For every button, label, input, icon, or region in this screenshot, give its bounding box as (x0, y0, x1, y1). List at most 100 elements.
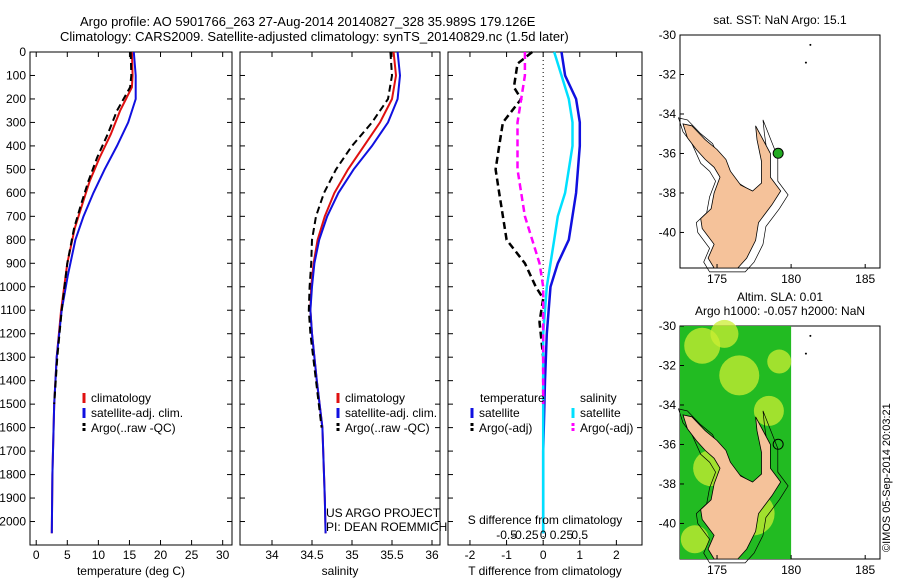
y-tick-label: 300 (6, 115, 26, 129)
y-tick-label: -36 (659, 437, 677, 451)
y-tick-label: 1200 (0, 327, 26, 341)
y-tick-label: 1600 (0, 421, 26, 435)
y-tick-label: -34 (659, 107, 677, 121)
sla-map-panel: 175 180 185 -30 -32 -34 -36 -38 -40 Altim. SLA: 0… (659, 290, 881, 577)
y-tick-label: -30 (659, 319, 677, 333)
x-tick-label-s: -0.5 (496, 528, 517, 542)
x-tick-label: 10 (92, 548, 106, 562)
x-tick-label-s: 0.5 (571, 528, 588, 542)
x-tick-label-s: -0.25 (511, 528, 539, 542)
sla-blob (680, 525, 709, 554)
x-tick-label: 30 (216, 548, 230, 562)
x-tick-label: -1 (501, 548, 512, 562)
legend-entry: satellite-adj. clim. (91, 406, 183, 420)
y-tick-label: -34 (659, 398, 677, 412)
series-line-argo-raw-qc- (53, 51, 133, 405)
y-tick-label: -38 (659, 477, 677, 491)
y-tick-label: -32 (659, 358, 677, 372)
series-line-temperature-argo-adj- (494, 51, 545, 405)
x-tick-label: 0 (33, 548, 40, 562)
salinity-panel: 34 34.5 35 35.5 36 salinity climatologysatelli… (239, 51, 447, 578)
legend-entry: Argo(-adj) (479, 421, 532, 435)
x-axis-label-top: S difference from climatology (468, 513, 623, 527)
y-tick-label: 1800 (0, 468, 26, 482)
land-mass (682, 123, 782, 269)
x-tick-label: 185 (855, 272, 875, 286)
y-tick-label: -40 (659, 516, 677, 530)
temperature-panel: 0100200300400500600700800900100011001200… (0, 45, 233, 578)
y-tick-label: 1400 (0, 374, 26, 388)
x-tick-label: -2 (465, 548, 476, 562)
y-tick-label: 2000 (0, 515, 26, 529)
legend-group-title: salinity (580, 391, 617, 405)
legend-entry: Argo(..raw -QC) (91, 421, 176, 435)
legend-entry: satellite-adj. clim. (345, 406, 437, 420)
x-tick-label: 180 (781, 272, 801, 286)
y-tick-label: 200 (6, 92, 26, 106)
x-tick-label: 25 (185, 548, 199, 562)
x-tick-label: 34 (265, 548, 279, 562)
sla-blob (753, 395, 784, 426)
series-line-argo-raw-qc- (307, 51, 394, 428)
y-tick-label: 1500 (0, 397, 26, 411)
annotation: US ARGO PROJECT (326, 506, 441, 520)
y-tick-label: 400 (6, 139, 26, 153)
y-tick-label: 1700 (0, 444, 26, 458)
legend-entry: Argo(-adj) (580, 421, 633, 435)
map-title: Argo h1000: -0.057 h2000: NaN (695, 304, 865, 318)
x-tick-label: 180 (781, 563, 801, 577)
title-line-1: Argo profile: AO 5901766_263 27-Aug-2014… (80, 14, 536, 29)
argo-location-marker (772, 147, 784, 159)
x-tick-label: 20 (154, 548, 168, 562)
x-tick-label: 5 (64, 548, 71, 562)
x-tick-label: 1 (576, 548, 583, 562)
island (804, 352, 807, 355)
y-tick-label: -36 (659, 146, 677, 160)
x-tick-label-s: 0.25 (550, 528, 574, 542)
y-tick-label: -30 (659, 28, 677, 42)
x-tick-label: 2 (613, 548, 620, 562)
x-axis-label: T difference from climatology (468, 564, 622, 578)
x-axis-label: temperature (deg C) (77, 564, 185, 578)
x-tick-label: 35.5 (380, 548, 404, 562)
y-tick-label: 500 (6, 162, 26, 176)
y-tick-label: 1000 (0, 280, 26, 294)
y-tick-label: 100 (6, 68, 26, 82)
x-tick-label: 34.5 (300, 548, 324, 562)
y-tick-label: 800 (6, 233, 26, 247)
x-tick-label-s: 0 (540, 528, 547, 542)
y-tick-label: -40 (659, 225, 677, 239)
sla-blob (710, 319, 739, 348)
y-tick-label: 1300 (0, 350, 26, 364)
y-tick-label: -38 (659, 186, 677, 200)
legend-entry: Argo(..raw -QC) (345, 421, 430, 435)
plot-frame (29, 51, 233, 546)
x-tick-label: 175 (707, 563, 727, 577)
x-tick-label: 15 (123, 548, 137, 562)
y-tick-label: 600 (6, 186, 26, 200)
bathymetry-contour (677, 117, 789, 273)
series-line-temperature-satellite (541, 51, 582, 534)
island (809, 334, 812, 337)
x-tick-label: 35 (345, 548, 359, 562)
bathymetry-contour (677, 408, 789, 564)
sla-blob (719, 355, 760, 396)
x-axis-label: salinity (322, 564, 359, 578)
series-line-salinity-argo-adj- (516, 52, 545, 405)
x-tick-label: 185 (855, 563, 875, 577)
map-title: Altim. SLA: 0.01 (737, 290, 823, 304)
legend-entry: satellite (479, 406, 520, 420)
sst-map-panel: 175 180 185 -30 -32 -34 -36 -38 -40 sat. SST: NaN… (659, 13, 881, 286)
y-tick-label: 700 (6, 209, 26, 223)
island (804, 61, 807, 64)
title-line-2: Climatology: CARS2009. Satellite-adjuste… (60, 29, 569, 44)
map-title: sat. SST: NaN Argo: 15.1 (713, 13, 847, 27)
y-tick-label: -32 (659, 67, 677, 81)
y-tick-label: 1900 (0, 491, 26, 505)
legend-entry: climatology (345, 391, 405, 405)
y-tick-label: 1100 (0, 303, 26, 317)
x-tick-label: 175 (707, 272, 727, 286)
land-mass (682, 414, 782, 560)
x-tick-label: 36 (425, 548, 439, 562)
legend-entry: climatology (91, 391, 151, 405)
